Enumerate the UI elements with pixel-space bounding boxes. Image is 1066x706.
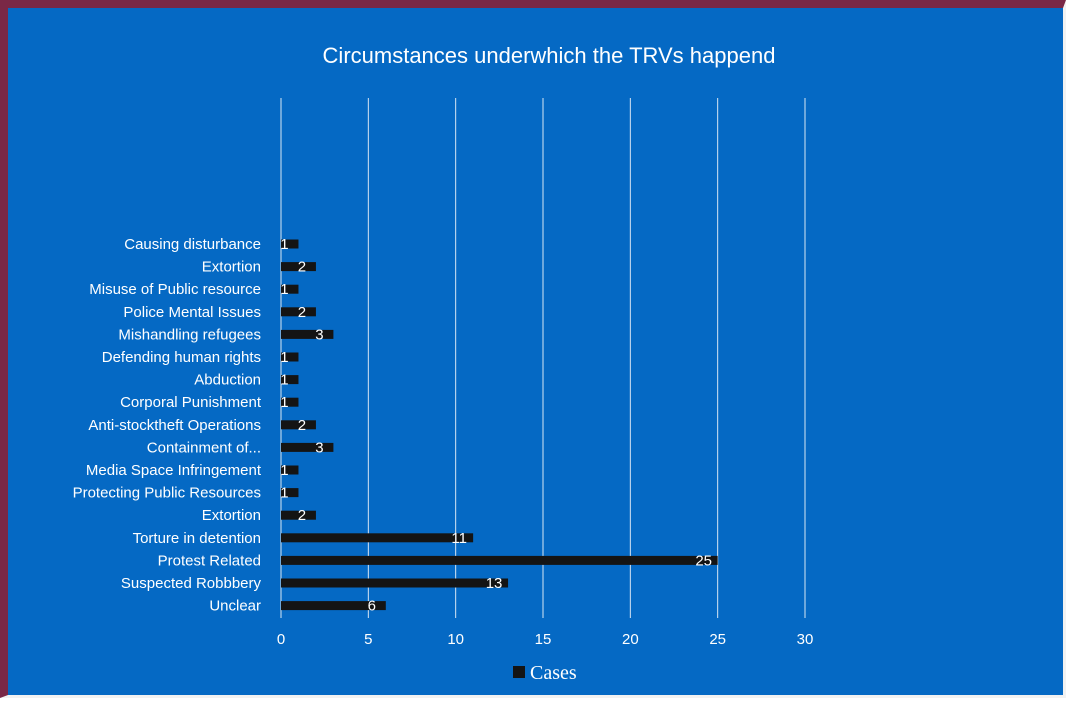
category-label: Anti-stocktheft Operations xyxy=(88,417,261,434)
category-label: Mishandling refugees xyxy=(118,326,261,343)
x-tick-label: 0 xyxy=(277,631,285,648)
data-label: 13 xyxy=(486,575,503,592)
legend-label: Cases xyxy=(530,662,577,684)
category-label: Protest Related xyxy=(158,552,261,569)
data-label: 2 xyxy=(298,304,306,321)
category-label: Torture in detention xyxy=(133,530,261,547)
category-label: Suspected Robbbery xyxy=(121,575,262,592)
data-label: 1 xyxy=(280,462,288,479)
bar xyxy=(281,510,316,520)
data-label: 6 xyxy=(368,598,376,615)
x-tick-label: 25 xyxy=(709,631,726,648)
data-label: 1 xyxy=(280,349,288,366)
legend: Cases xyxy=(513,662,577,684)
category-label: Protecting Public Resources xyxy=(73,485,261,502)
bar xyxy=(281,555,718,565)
data-label: 11 xyxy=(451,530,467,547)
category-label: Unclear xyxy=(209,598,261,615)
category-label: Police Mental Issues xyxy=(123,304,261,321)
data-label: 2 xyxy=(298,507,306,524)
category-label: Defending human rights xyxy=(102,349,261,366)
bar xyxy=(281,239,299,249)
category-label: Extortion xyxy=(202,259,261,276)
data-label: 2 xyxy=(298,417,306,434)
data-label: 1 xyxy=(280,485,288,502)
bar xyxy=(281,262,316,272)
x-tick-label: 5 xyxy=(364,631,372,648)
bar xyxy=(281,601,386,611)
category-label: Abduction xyxy=(194,372,261,389)
gridlines xyxy=(280,98,806,618)
x-tick-label: 15 xyxy=(535,631,552,648)
x-tick-label: 10 xyxy=(447,631,464,648)
data-label: 25 xyxy=(695,552,712,569)
data-label: 3 xyxy=(315,326,323,343)
x-axis-ticks: 0 5 10 15 20 25 30 xyxy=(277,631,814,648)
data-label: 2 xyxy=(298,259,306,276)
category-label: Misuse of Public resource xyxy=(89,281,261,298)
bar-chart: Circumstances underwhich the TRVs happen… xyxy=(73,43,814,684)
legend-swatch xyxy=(513,666,525,678)
bar xyxy=(281,420,316,430)
category-label: Media Space Infringement xyxy=(86,462,262,479)
bar xyxy=(281,442,334,452)
data-label: 1 xyxy=(280,236,288,253)
bar xyxy=(281,307,316,317)
bar xyxy=(281,329,334,339)
category-label: Extortion xyxy=(202,507,261,524)
category-label: Containment of... xyxy=(147,439,261,456)
bar xyxy=(281,397,299,407)
category-label: Causing disturbance xyxy=(124,236,261,253)
bar xyxy=(281,284,299,294)
bars xyxy=(281,239,718,611)
data-label: 1 xyxy=(280,394,288,411)
data-label: 3 xyxy=(315,439,323,456)
bar xyxy=(281,578,509,588)
bar xyxy=(281,375,299,385)
x-tick-label: 20 xyxy=(622,631,639,648)
x-tick-label: 30 xyxy=(797,631,814,648)
data-label: 1 xyxy=(280,281,288,298)
category-labels: Causing disturbance Extortion Misuse of Pu… xyxy=(73,236,262,615)
bar xyxy=(281,352,299,362)
category-label: Corporal Punishment xyxy=(120,394,262,411)
data-label: 1 xyxy=(280,372,288,389)
chart-title: Circumstances underwhich the TRVs happen… xyxy=(323,43,776,68)
bar xyxy=(281,465,299,475)
bar xyxy=(281,488,299,498)
bar xyxy=(281,533,474,543)
